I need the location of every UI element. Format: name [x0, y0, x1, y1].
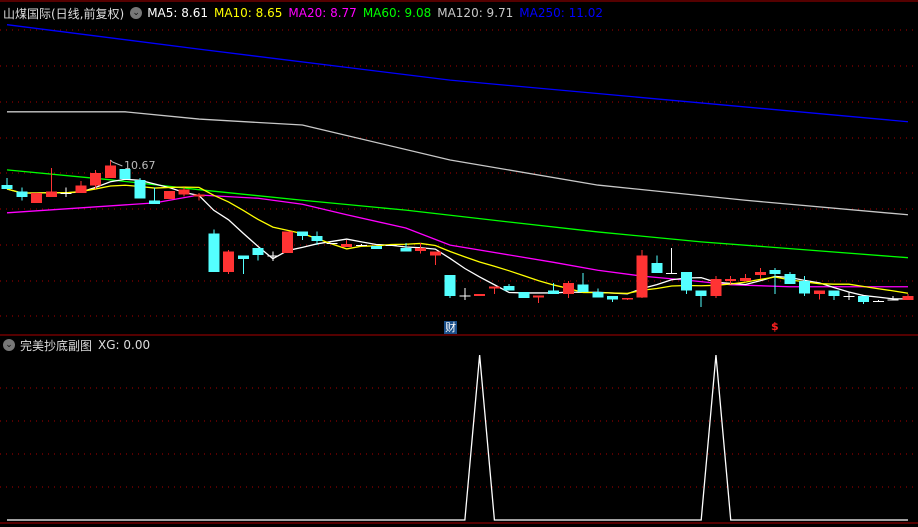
candle-doji	[326, 243, 338, 245]
candle-up	[415, 247, 427, 252]
ma20-label: MA20: 8.77	[288, 6, 357, 20]
candle-up	[621, 297, 633, 300]
candle-up	[163, 191, 175, 199]
candle-down	[577, 284, 589, 292]
candle-down	[296, 231, 308, 236]
candle-up	[282, 231, 294, 254]
candle-down	[237, 255, 249, 259]
xg-line	[7, 354, 908, 521]
candle-up	[429, 251, 441, 256]
candle-up	[178, 189, 190, 195]
stock-title: 山煤国际(日线,前复权)	[3, 6, 125, 21]
candle-down	[784, 274, 796, 285]
candle-down	[400, 247, 412, 252]
candle-down	[370, 245, 382, 250]
finance-marker[interactable]: 财	[444, 321, 458, 334]
ma20-line	[6, 194, 908, 288]
candle-doji	[887, 299, 899, 301]
candle-down	[149, 200, 161, 205]
ma250-line	[6, 24, 909, 123]
candle-down	[252, 247, 264, 256]
max-price-label: 10.67	[124, 159, 156, 172]
candle-up	[90, 173, 102, 186]
candle-down	[607, 295, 619, 300]
candle-doji	[355, 245, 367, 247]
candle-down	[695, 290, 707, 296]
ma60-label: MA60: 9.08	[362, 6, 432, 20]
candle-up	[104, 165, 116, 178]
candle-down	[651, 262, 663, 273]
candle-down	[134, 179, 146, 199]
candle-up	[75, 185, 87, 193]
chevron-down-icon[interactable]: ⌄	[130, 7, 143, 19]
candle-up	[223, 251, 235, 273]
candle-down	[828, 290, 840, 296]
candle-down	[311, 235, 323, 242]
candle-down	[208, 233, 220, 273]
candle-down	[799, 280, 811, 294]
candle-down	[518, 292, 530, 298]
candle-doji	[872, 301, 884, 303]
ma5-line	[6, 178, 908, 300]
candle-down	[444, 274, 456, 296]
candle-up	[474, 293, 486, 296]
candle-up	[740, 278, 751, 281]
candle-up	[725, 278, 737, 281]
candle-down	[1, 185, 13, 190]
candle-doji	[60, 193, 72, 194]
candle-up	[636, 255, 648, 298]
dollar-marker[interactable]: $	[771, 320, 779, 333]
candle-up	[562, 282, 574, 294]
sub-panel-header: ⌄ 完美抄底副图 XG: 0.00	[3, 337, 156, 353]
candle-down	[769, 270, 781, 275]
candle-down	[547, 290, 559, 294]
candle-up	[710, 278, 722, 296]
chevron-down-icon[interactable]: ⌄	[3, 339, 15, 351]
ma10-label: MA10: 8.65	[213, 6, 283, 20]
candle-doji	[267, 255, 279, 257]
candle-down	[119, 169, 131, 180]
candle-up	[193, 194, 205, 197]
candle-up	[341, 243, 353, 248]
candle-doji	[459, 295, 471, 297]
ma250-label: MA250: 11.02	[519, 6, 603, 20]
ma120-label: MA120: 9.71	[437, 6, 514, 20]
ma60-line	[6, 169, 909, 259]
ma5-label: MA5: 8.61	[147, 6, 208, 20]
candle-down	[503, 286, 515, 291]
ma120-line	[7, 111, 909, 216]
candle-up	[533, 295, 545, 298]
candle-up	[45, 191, 57, 197]
candle-up	[902, 295, 914, 300]
candle-up	[754, 272, 766, 275]
ma10-line	[6, 184, 909, 295]
main-chart-header: 山煤国际(日线,前复权) ⌄ MA5: 8.61 MA10: 8.65 MA20…	[3, 5, 609, 21]
candle-up	[31, 193, 43, 203]
sub-panel-title: 完美抄底副图	[20, 338, 93, 353]
candle-doji	[666, 272, 678, 274]
candle-down	[592, 292, 604, 298]
candle-down	[680, 272, 692, 291]
candle-doji	[385, 245, 397, 247]
candle-up	[813, 290, 825, 294]
candle-up	[488, 286, 500, 289]
candle-down	[16, 191, 28, 197]
xg-value-label: XG: 0.00	[98, 338, 151, 352]
max-price-arrow	[110, 159, 123, 167]
candle-doji	[843, 295, 855, 297]
candle-down	[858, 295, 870, 302]
